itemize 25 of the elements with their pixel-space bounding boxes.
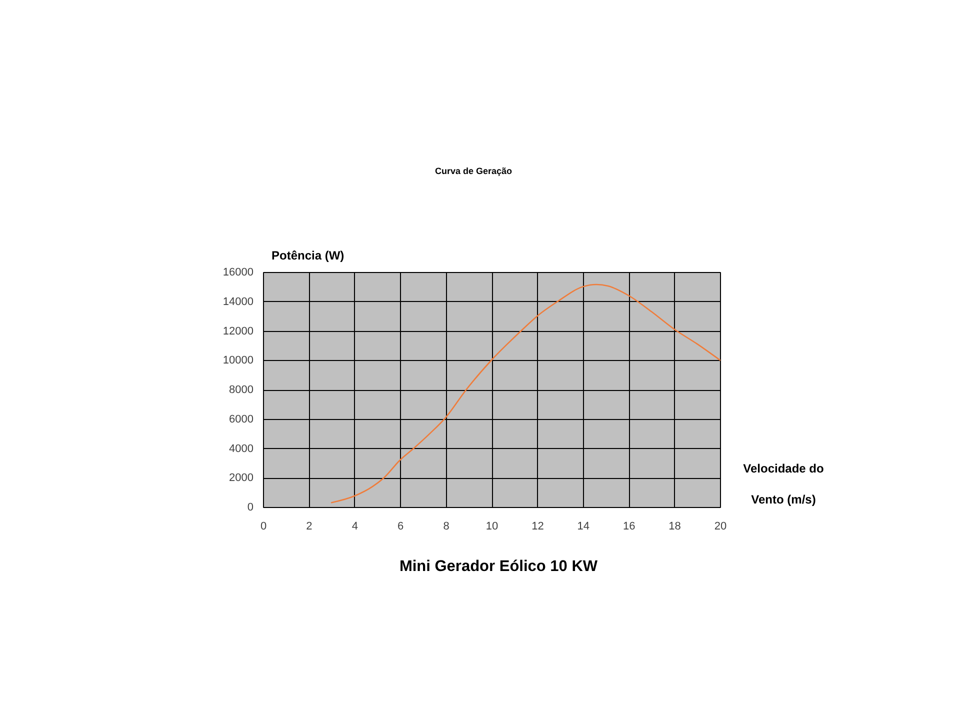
x-tick-label: 10 [486,520,498,532]
x-tick-label: 18 [668,520,681,532]
line-series [330,284,721,504]
y-tick-label: 16000 [222,266,254,278]
x-tick-label: 2 [306,520,312,532]
y-tick-label: 4000 [229,442,254,455]
x-tick-label: 6 [398,520,404,532]
text: Velocidade do Vento (m/s) [743,462,824,506]
y-tick-label: 10000 [222,354,254,367]
text: Mini Gerador Eólico 10 KW [399,558,598,575]
chart-title: Curva de Geração [434,166,513,176]
x-tick-label: 0 [260,520,267,532]
y-tick-label: 8000 [229,384,254,396]
x-tick-label: 12 [532,520,544,532]
y-tick-label: 0 [247,502,254,514]
y-tick-label: 12000 [222,325,254,338]
y-tick-label: 2000 [229,472,254,484]
x-tick-label: 20 [714,520,727,532]
y-tick-label: 6000 [229,413,254,426]
x-tick-label: 16 [622,520,636,532]
x-tick-label: 8 [443,520,450,532]
x-tick-label: 4 [352,520,358,532]
y-axis-title: Potência (W) [272,248,344,262]
y-tick-label: 14000 [222,296,254,308]
x-tick-label: 14 [577,520,590,532]
